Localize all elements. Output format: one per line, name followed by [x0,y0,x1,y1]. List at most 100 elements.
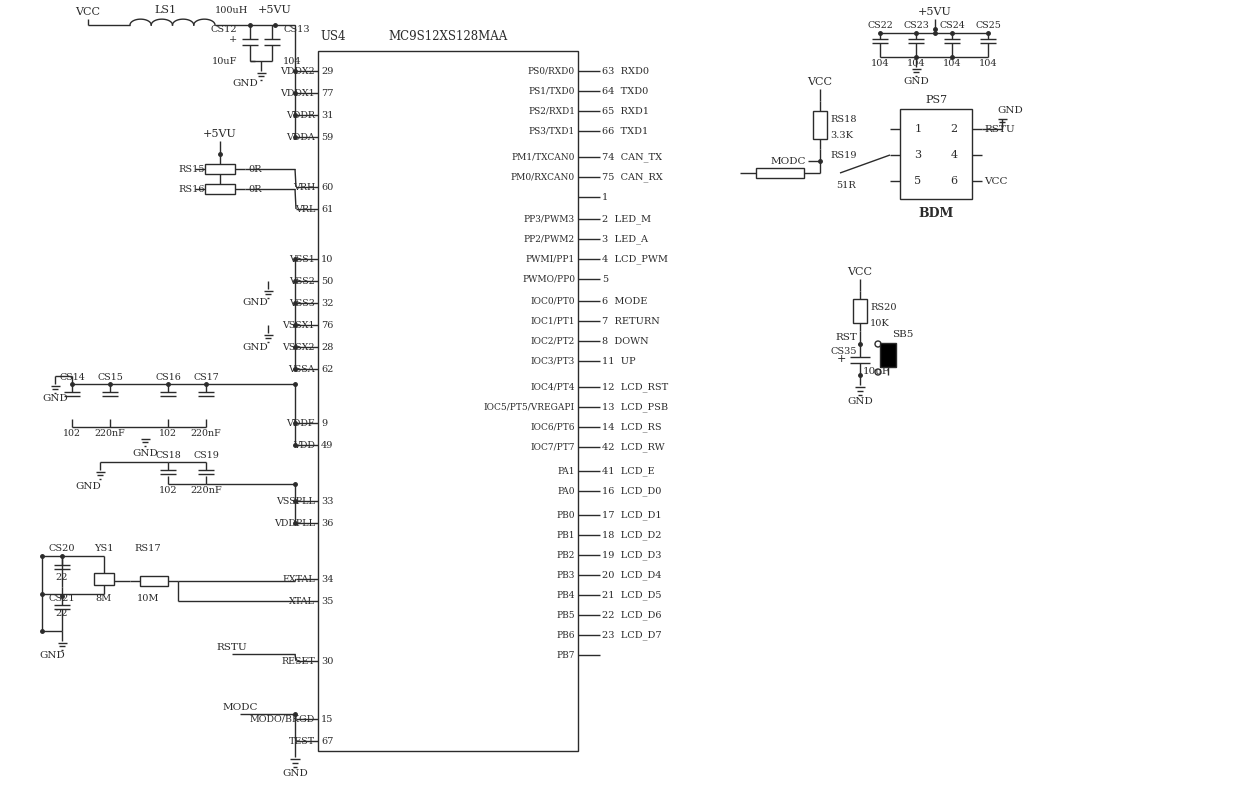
Text: 3.3K: 3.3K [830,130,853,139]
Text: 41  LCD_E: 41 LCD_E [601,466,655,476]
Text: 13  LCD_PSB: 13 LCD_PSB [601,402,668,412]
Bar [205,184,236,194]
Text: PM1/TXCAN0: PM1/TXCAN0 [512,153,575,162]
Text: 104: 104 [906,59,925,68]
Text: CS16: CS16 [155,373,181,382]
Text: CS35: CS35 [831,346,857,355]
Text: +: + [837,354,846,364]
Text: 7  RETURN: 7 RETURN [601,316,660,325]
Text: 66  TXD1: 66 TXD1 [601,126,649,135]
Text: IOC0/PT0: IOC0/PT0 [531,297,575,306]
Text: 74  CAN_TX: 74 CAN_TX [601,152,662,162]
Text: PS0/RXD0: PS0/RXD0 [528,66,575,75]
Text: 67: 67 [321,736,334,746]
Text: RSTU: RSTU [985,125,1014,133]
Text: CS20: CS20 [48,544,76,553]
Text: PB2: PB2 [557,550,575,560]
Text: PB6: PB6 [557,630,575,639]
Text: 6: 6 [950,176,957,186]
Bar [900,109,972,199]
Text: RST: RST [835,332,857,341]
Text: 76: 76 [321,320,334,329]
Text: GND: GND [997,106,1023,115]
Text: MODC: MODC [222,702,258,711]
Text: 2: 2 [950,124,957,134]
Text: 104: 104 [870,59,889,68]
Text: GND: GND [903,77,929,86]
Text: IOC2/PT2: IOC2/PT2 [531,337,575,345]
Text: 60: 60 [321,183,334,192]
Text: CS24: CS24 [939,21,965,30]
Text: TEST: TEST [289,736,315,746]
Text: CS12: CS12 [211,25,237,34]
Text: VDDA: VDDA [286,133,315,142]
Text: GND: GND [42,393,68,403]
Text: 102: 102 [63,429,81,438]
Text: 20  LCD_D4: 20 LCD_D4 [601,570,661,580]
Text: RS17: RS17 [135,544,161,553]
Text: RS15: RS15 [179,164,205,173]
Text: GND: GND [283,769,308,777]
Text: CS21: CS21 [48,594,76,603]
Text: VSS1: VSS1 [289,255,315,264]
Text: EXTAL: EXTAL [283,574,315,583]
Text: 50: 50 [321,277,334,286]
Text: 59: 59 [321,133,334,142]
Text: 34: 34 [321,574,334,583]
Text: 2  LED_M: 2 LED_M [601,214,651,224]
Text: 23  LCD_D7: 23 LCD_D7 [601,630,662,640]
Text: IOC7/PT7: IOC7/PT7 [531,443,575,451]
Bar [205,164,236,174]
Text: 10uF: 10uF [212,57,237,66]
Text: GND: GND [847,396,873,405]
Text: GND: GND [232,78,258,87]
Text: PS1/TXD0: PS1/TXD0 [528,87,575,95]
Text: VDD: VDD [293,440,315,450]
Text: CS14: CS14 [60,373,84,382]
Text: PP3/PWM3: PP3/PWM3 [523,214,575,223]
Text: CS25: CS25 [975,21,1001,30]
Text: 62: 62 [321,365,334,374]
Text: 21  LCD_D5: 21 LCD_D5 [601,590,661,599]
Text: 61: 61 [321,205,334,214]
Text: VSSA: VSSA [289,365,315,374]
Text: 11  UP: 11 UP [601,357,636,366]
Text: +5VU: +5VU [918,7,952,17]
Text: 220nF: 220nF [94,429,125,438]
Text: 220nF: 220nF [190,486,222,495]
Bar [853,299,867,323]
Text: 12  LCD_RST: 12 LCD_RST [601,382,668,392]
Text: VSSX1: VSSX1 [283,320,315,329]
Text: PA0: PA0 [558,486,575,495]
Text: VCC: VCC [807,77,832,87]
Text: +5VU: +5VU [258,5,291,15]
Text: PB0: PB0 [557,510,575,519]
Text: 32: 32 [321,299,334,307]
Text: 15: 15 [321,714,334,723]
Text: YS1: YS1 [94,544,114,553]
Text: 10M: 10M [136,594,159,603]
Bar [140,576,169,586]
Text: 51R: 51R [836,180,856,189]
Text: RS18: RS18 [830,115,857,124]
Text: 102: 102 [159,486,177,495]
Text: MODO/BKGD: MODO/BKGD [249,714,315,723]
Text: IOC5/PT5/VREGAPI: IOC5/PT5/VREGAPI [484,403,575,412]
Text: 64  TXD0: 64 TXD0 [601,87,649,95]
Text: PWMO/PP0: PWMO/PP0 [522,274,575,283]
Text: 0R: 0R [248,164,262,173]
Text: IOC3/PT3: IOC3/PT3 [531,357,575,366]
Text: 33: 33 [321,497,334,506]
Text: 10: 10 [321,255,334,264]
Text: 31: 31 [321,111,334,120]
Text: VCC: VCC [847,267,873,277]
Text: RESET: RESET [281,656,315,666]
Text: 4  LCD_PWM: 4 LCD_PWM [601,254,668,264]
Text: CS13: CS13 [283,25,310,34]
Text: GND: GND [242,342,268,351]
Text: GND: GND [133,448,157,458]
Text: VDDX2: VDDX2 [280,66,315,75]
Text: IOC4/PT4: IOC4/PT4 [531,383,575,392]
Text: 19  LCD_D3: 19 LCD_D3 [601,550,661,560]
Text: VCC: VCC [76,7,100,17]
